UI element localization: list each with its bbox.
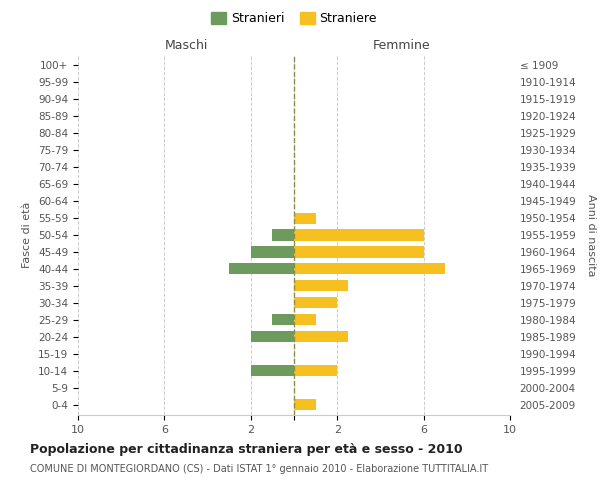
Text: COMUNE DI MONTEGIORDANO (CS) - Dati ISTAT 1° gennaio 2010 - Elaborazione TUTTITA: COMUNE DI MONTEGIORDANO (CS) - Dati ISTA…: [30, 464, 488, 474]
Bar: [294, 246, 424, 258]
Bar: [251, 366, 294, 376]
Bar: [294, 332, 348, 342]
Y-axis label: Fasce di età: Fasce di età: [22, 202, 32, 268]
Bar: [229, 264, 294, 274]
Text: Maschi: Maschi: [164, 38, 208, 52]
Bar: [294, 400, 316, 410]
Text: Popolazione per cittadinanza straniera per età e sesso - 2010: Popolazione per cittadinanza straniera p…: [30, 442, 463, 456]
Text: Femmine: Femmine: [373, 38, 431, 52]
Bar: [251, 246, 294, 258]
Bar: [294, 212, 316, 224]
Bar: [272, 314, 294, 326]
Bar: [251, 332, 294, 342]
Bar: [294, 264, 445, 274]
Bar: [294, 280, 348, 291]
Y-axis label: Anni di nascita: Anni di nascita: [586, 194, 596, 276]
Bar: [294, 314, 316, 326]
Bar: [294, 230, 424, 240]
Bar: [294, 298, 337, 308]
Bar: [294, 366, 337, 376]
Legend: Stranieri, Straniere: Stranieri, Straniere: [206, 8, 382, 30]
Bar: [272, 230, 294, 240]
